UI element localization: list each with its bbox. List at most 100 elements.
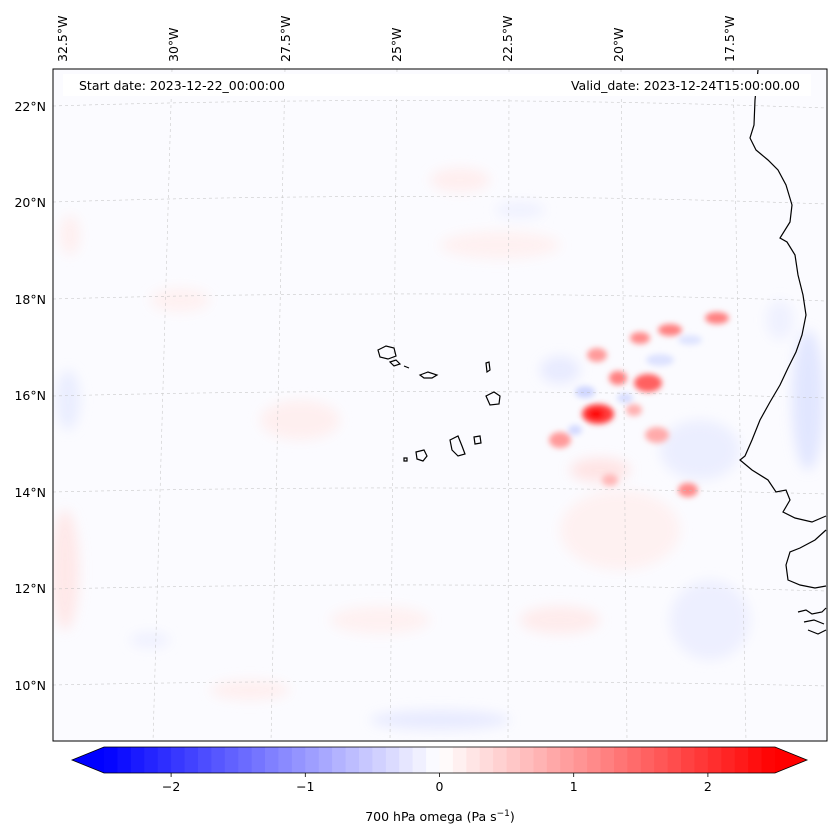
omega-region	[440, 231, 560, 259]
omega-region	[130, 632, 170, 648]
omega-region	[540, 356, 580, 384]
colorbar-segment	[345, 747, 360, 773]
omega-cell	[630, 332, 650, 344]
lon-label: 20°W	[611, 27, 626, 62]
colorbar-segment	[721, 747, 736, 773]
omega-cell	[658, 324, 682, 336]
omega-cell	[678, 335, 702, 345]
colorbar-segment	[278, 747, 293, 773]
colorbar-segment	[399, 747, 414, 773]
colorbar-segment	[265, 747, 280, 773]
omega-cell	[678, 483, 698, 497]
island-fogo	[415, 449, 428, 462]
lat-label: 12°N	[14, 581, 46, 596]
africa-coastline-south	[785, 529, 827, 589]
omega-region	[670, 580, 750, 660]
colorbar-segment	[734, 747, 749, 773]
omega-field	[53, 168, 824, 730]
colorbar-segment	[171, 747, 186, 773]
omega-cell	[568, 425, 582, 435]
lon-label: 27.5°W	[278, 16, 293, 62]
colorbar-segment	[707, 747, 722, 773]
colorbar-segment	[211, 747, 226, 773]
omega-cell	[626, 404, 642, 416]
omega-cell	[602, 474, 618, 486]
island-boa-vista	[485, 391, 501, 406]
island-sao-vicente	[388, 359, 402, 367]
colorbar-segment	[117, 747, 132, 773]
colorbar-extend-high	[775, 747, 807, 773]
lat-label: 22°N	[14, 99, 46, 114]
latitude-labels: 22°N 20°N 18°N 16°N 14°N 12°N 10°N	[14, 99, 46, 693]
colorbar-segment	[520, 747, 535, 773]
map-frame	[52, 68, 828, 742]
omega-region	[330, 606, 430, 634]
lat-label: 20°N	[14, 195, 46, 210]
colorbar-segment	[533, 747, 548, 773]
colorbar-segment	[613, 747, 628, 773]
valid-date-label: Valid_date: 2023-12-24T15:00:00.00	[571, 78, 800, 93]
longitude-labels: 32.5°W 30°W 27.5°W 25°W 22.5°W 20°W 17.5…	[55, 16, 737, 62]
colorbar-segment	[318, 747, 333, 773]
lon-label: 22.5°W	[500, 16, 515, 62]
lat-label: 14°N	[14, 485, 46, 500]
omega-region	[660, 420, 740, 480]
omega-cell	[646, 354, 674, 366]
colorbar-segment	[546, 747, 561, 773]
omega-region	[260, 400, 340, 440]
omega-cell	[705, 312, 729, 324]
colorbar-tick-label: 2	[704, 779, 712, 794]
colorbar-segment	[506, 747, 521, 773]
lon-label: 32.5°W	[55, 16, 70, 62]
colorbar-tick-label: −1	[296, 779, 314, 794]
colorbar-outline	[70, 746, 809, 774]
colorbar-segment	[144, 747, 159, 773]
omega-region	[210, 680, 290, 700]
colorbar-segments	[104, 747, 776, 773]
omega-region	[560, 490, 680, 570]
colorbar-extend-low	[72, 747, 104, 773]
island-santiago	[449, 435, 466, 457]
omega-region	[430, 168, 490, 192]
bissau-coast	[797, 607, 827, 635]
colorbar-segment	[305, 747, 320, 773]
lon-label: 30°W	[166, 27, 181, 62]
omega-cell	[609, 371, 627, 385]
island-brava	[403, 457, 408, 462]
colorbar-segment	[291, 747, 306, 773]
info-banner	[63, 74, 811, 96]
lat-label: 10°N	[14, 678, 46, 693]
colorbar-segment	[694, 747, 709, 773]
colorbar-segment	[332, 747, 347, 773]
colorbar-segment	[667, 747, 682, 773]
gridlines	[52, 68, 828, 742]
colorbar-segment	[493, 747, 508, 773]
omega-region	[53, 510, 79, 630]
colorbar-segment	[104, 747, 119, 773]
omega-region	[766, 300, 794, 340]
colorbar-segment	[184, 747, 199, 773]
omega-region	[495, 202, 545, 218]
omega-cell	[617, 393, 633, 403]
colorbar-segment	[654, 747, 669, 773]
colorbar-segment	[587, 747, 602, 773]
omega-region	[520, 606, 600, 634]
colorbar-segment	[573, 747, 588, 773]
colorbar-segment	[640, 747, 655, 773]
map-panel: Start date: 2023-12-22_00:00:00 Valid_da…	[52, 68, 828, 742]
colorbar-ticks: −2 −1 0 1 2	[162, 773, 712, 794]
island-sal	[485, 361, 491, 374]
omega-region	[150, 288, 210, 312]
colorbar-segment	[238, 747, 253, 773]
omega-region	[370, 710, 510, 730]
colorbar-segment	[452, 747, 467, 773]
colorbar-segment	[224, 747, 239, 773]
omega-cell	[645, 427, 669, 443]
colorbar-segment	[479, 747, 494, 773]
omega-cell	[575, 386, 595, 398]
africa-coastline	[739, 69, 827, 523]
colorbar-segment	[560, 747, 575, 773]
omega-cell	[588, 409, 604, 419]
island-sao-nicolau	[418, 371, 439, 379]
lon-label: 25°W	[389, 27, 404, 62]
